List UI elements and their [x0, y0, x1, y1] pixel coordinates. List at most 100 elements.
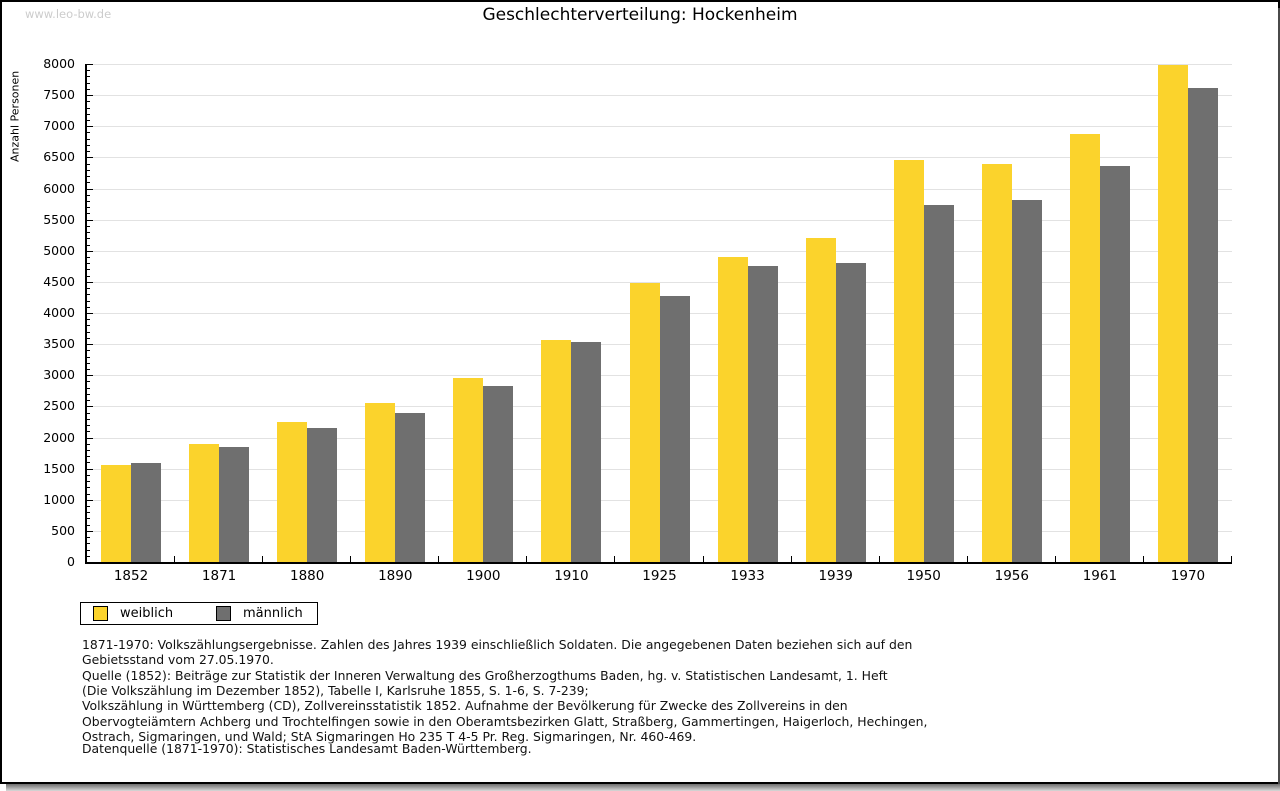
- bar-maennlich-1871: [219, 446, 250, 562]
- y-minor-tick: [87, 387, 90, 389]
- bar-weiblich-1933: [717, 256, 748, 562]
- x-tick-label: 1950: [906, 568, 941, 584]
- y-tick-label: 8000: [43, 56, 75, 71]
- x-boundary-tick: [438, 556, 440, 562]
- bar-weiblich-1939: [805, 238, 836, 562]
- y-minor-tick: [87, 294, 90, 296]
- page-title: Geschlechterverteilung: Hockenheim: [482, 5, 798, 25]
- y-minor-tick: [87, 456, 90, 458]
- x-tick-label: 1880: [289, 568, 325, 584]
- y-minor-tick: [87, 350, 90, 352]
- y-minor-tick: [87, 549, 90, 551]
- bar-maennlich-1970: [1187, 88, 1218, 562]
- bar-weiblich-1871: [189, 443, 220, 562]
- y-minor-tick: [87, 82, 90, 84]
- y-minor-tick: [87, 306, 90, 308]
- y-tick-label: 2000: [43, 429, 75, 445]
- grid-line: [87, 157, 1232, 159]
- y-tick-label: 0: [67, 554, 75, 569]
- y-minor-tick: [87, 356, 90, 358]
- footnote-line: (Die Volkszählung im Dezember 1852), Tab…: [82, 683, 589, 699]
- y-minor-tick: [87, 331, 90, 333]
- y-minor-tick: [87, 493, 90, 495]
- y-minor-tick: [87, 70, 90, 72]
- y-minor-tick: [87, 518, 90, 520]
- y-minor-tick: [87, 144, 90, 146]
- x-boundary-tick: [1142, 556, 1144, 562]
- y-minor-tick: [87, 132, 90, 134]
- bar-maennlich-1900: [483, 386, 514, 562]
- y-major-tick: [87, 219, 93, 221]
- y-minor-tick: [87, 512, 90, 514]
- y-minor-tick: [87, 200, 90, 202]
- x-tick-label: 1956: [994, 568, 1029, 584]
- y-tick-label: 1000: [43, 491, 75, 507]
- x-boundary-tick: [614, 556, 616, 562]
- y-major-tick: [87, 313, 93, 314]
- bar-weiblich-1950: [893, 159, 924, 562]
- y-minor-tick: [87, 449, 90, 451]
- y-minor-tick: [87, 151, 90, 153]
- y-tick-label: 7500: [43, 87, 75, 103]
- y-minor-tick: [87, 138, 90, 140]
- x-boundary-tick: [790, 556, 792, 562]
- bar-weiblich-1925: [629, 282, 660, 562]
- y-minor-tick: [87, 481, 90, 483]
- y-minor-tick: [87, 400, 90, 402]
- y-minor-tick: [87, 207, 90, 209]
- y-major-tick: [87, 468, 93, 470]
- x-boundary-tick: [702, 556, 704, 562]
- y-minor-tick: [87, 474, 90, 476]
- y-minor-tick: [87, 120, 90, 122]
- y-minor-tick: [87, 238, 90, 240]
- bar-maennlich-1933: [747, 265, 778, 562]
- y-minor-tick: [87, 369, 90, 371]
- legend-swatch: [216, 606, 231, 621]
- legend-label: weiblich: [120, 606, 174, 621]
- footnote-line: Obervogteiämtern Achberg und Trochtelfin…: [82, 713, 928, 729]
- y-major-tick: [87, 499, 93, 501]
- y-minor-tick: [87, 275, 90, 277]
- y-minor-tick: [87, 537, 90, 539]
- bar-weiblich-1961: [1069, 133, 1100, 562]
- y-major-tick: [87, 406, 93, 408]
- y-minor-tick: [87, 107, 90, 109]
- grid-line: [87, 64, 1232, 65]
- legend-item-weiblich: weiblich: [93, 606, 182, 621]
- y-minor-tick: [87, 263, 90, 265]
- x-tick-label: 1939: [818, 568, 853, 584]
- x-tick-label: 1970: [1170, 568, 1206, 584]
- y-major-tick: [87, 188, 93, 190]
- x-boundary-tick: [878, 556, 880, 562]
- y-minor-tick: [87, 76, 90, 78]
- x-tick-label: 1910: [554, 568, 589, 584]
- x-boundary-tick: [526, 556, 528, 562]
- legend-swatch: [93, 606, 108, 621]
- x-tick-label: 1852: [113, 568, 149, 584]
- y-major-tick: [87, 437, 93, 439]
- grid-line: [87, 95, 1232, 97]
- y-minor-tick: [87, 319, 90, 321]
- footnote-line: Volkszählung in Württemberg (CD), Zollve…: [82, 698, 848, 714]
- legend: weiblich männlich: [80, 602, 318, 625]
- y-minor-tick: [87, 194, 90, 196]
- x-boundary-tick: [966, 556, 968, 562]
- y-major-tick: [87, 281, 93, 283]
- window-shadow: [6, 784, 1280, 791]
- y-minor-tick: [87, 543, 90, 545]
- y-tick-label: 4000: [43, 305, 75, 320]
- y-major-tick: [87, 95, 93, 97]
- x-tick-label: 1900: [466, 568, 501, 584]
- y-major-tick: [87, 157, 93, 159]
- x-axis-labels: 1852 1871 1880 1890 1900 1910 1925 1933 1939 1950…: [87, 568, 1232, 586]
- y-minor-tick: [87, 431, 90, 433]
- y-tick-label: 3500: [43, 336, 75, 352]
- y-tick-label: 3000: [43, 367, 75, 383]
- y-minor-tick: [87, 462, 90, 464]
- y-minor-tick: [87, 362, 90, 364]
- grid-line: [87, 188, 1232, 190]
- y-major-tick: [87, 64, 93, 65]
- grid-line: [87, 281, 1232, 283]
- grid-line: [87, 219, 1232, 221]
